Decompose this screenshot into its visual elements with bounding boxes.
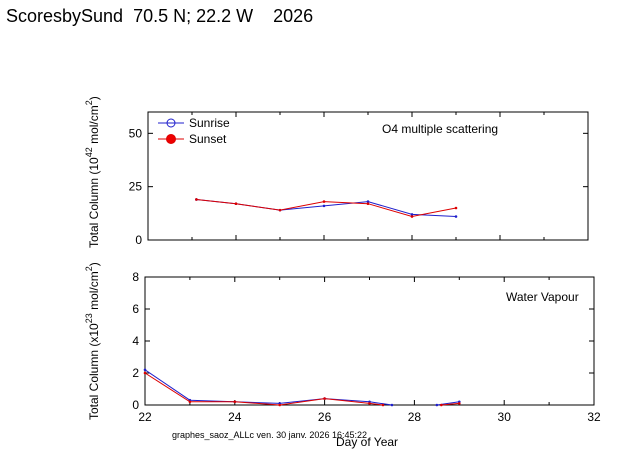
water-vapour-ytick-label-6: 6 <box>132 302 139 316</box>
water-vapour-ytick-label-0: 0 <box>132 398 139 412</box>
xtick-label-24: 24 <box>228 410 242 424</box>
chart-title: ScoresbySund 70.5 N; 22.2 W 2026 <box>6 6 314 26</box>
water-vapour-sunset-point <box>143 371 147 375</box>
xtick-label-30: 30 <box>498 410 512 424</box>
water-vapour-sunset-point <box>381 403 385 407</box>
water-vapour-sunset-point <box>323 397 326 400</box>
legend-sunset-marker <box>166 134 176 144</box>
o4-sunset-line-0 <box>196 199 457 218</box>
o4-ytick-label-0: 0 <box>135 233 142 247</box>
xtick-label-32: 32 <box>587 410 601 424</box>
o4-sunrise-point <box>322 204 326 208</box>
o4-annotation: O4 multiple scattering <box>382 122 498 136</box>
water-vapour-sunset-point <box>458 402 461 405</box>
legend-sunset-label: Sunset <box>189 132 227 146</box>
o4-sunset-point <box>322 200 326 203</box>
legend: Sunrise Sunset <box>158 116 230 146</box>
water-vapour-sunset-point <box>278 403 282 407</box>
water-vapour-annotation: Water Vapour <box>506 290 579 304</box>
legend-sunrise-marker <box>166 118 176 128</box>
o4-sunset-point <box>234 202 238 206</box>
water-vapour-sunset-point <box>188 400 192 404</box>
o4-ytick-label-25: 25 <box>129 180 143 194</box>
water-vapour-sunrise-line-0 <box>144 369 393 406</box>
water-vapour-ytick-label-2: 2 <box>132 366 139 380</box>
o4-sunrise-point <box>410 213 414 216</box>
o4-sunset-point <box>454 206 458 210</box>
water-vapour-sunrise-point <box>143 368 147 372</box>
o4-sunset-point <box>278 208 282 212</box>
xtick-label-22: 22 <box>138 410 152 424</box>
xtick-label-26: 26 <box>318 410 332 424</box>
o4-sunset-point <box>195 198 198 201</box>
legend-sunrise-label: Sunrise <box>189 116 230 130</box>
water-vapour-ylabel: Total Column (x1023 mol/cm2) <box>84 262 101 420</box>
footer-stamp: graphes_saoz_ALLc ven. 30 janv. 2026 16:… <box>172 430 367 440</box>
o4-ylabel: Total Column (1042 mol/cm2) <box>84 96 101 248</box>
water-vapour-sunrise-point <box>435 403 439 407</box>
water-vapour-ytick-label-4: 4 <box>132 334 139 348</box>
water-vapour-ytick-label-8: 8 <box>132 270 139 284</box>
water-vapour-sunset-point <box>440 403 443 407</box>
o4-sunset-point <box>410 215 414 218</box>
water-vapour-sunset-line-1 <box>441 402 460 406</box>
o4-sunset-point <box>366 202 370 206</box>
water-vapour-sunset-point <box>368 402 371 405</box>
xtick-label-28: 28 <box>408 410 422 424</box>
o4-ytick-label-50: 50 <box>129 126 143 140</box>
o4-sunrise-point <box>454 215 458 218</box>
water-vapour-sunset-point <box>233 400 237 404</box>
o4-sunrise-point <box>366 200 370 203</box>
xlabel: Day of Year <box>336 435 398 449</box>
water-vapour-sunrise-point <box>390 403 394 407</box>
